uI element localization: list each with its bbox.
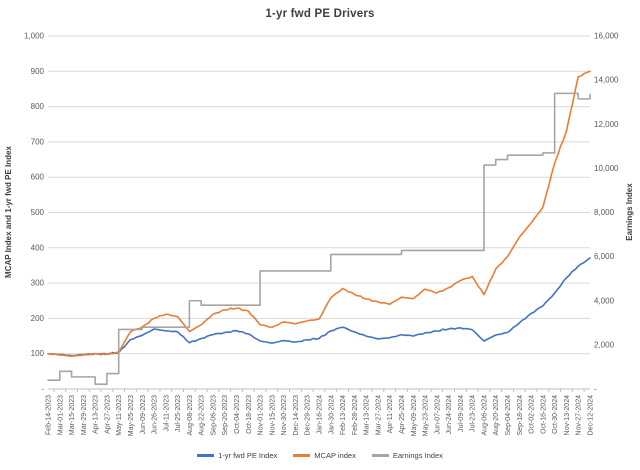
x-axis-tick-label: Jun-26-2023	[152, 395, 159, 434]
x-axis-tick-label: Mar-15-2023	[69, 395, 76, 435]
x-axis-tick-label: Jun-07-2024	[434, 395, 441, 434]
x-axis-tick-label: Oct-18-2023	[246, 395, 253, 434]
x-axis-tick-label: Apr-25-2024	[399, 395, 406, 434]
left-axis-tick-label: 800	[31, 102, 45, 111]
left-axis-tick-label: 200	[31, 314, 45, 323]
right-axis-tick-label: 8,000	[594, 208, 615, 217]
x-axis-tick-label: Oct-04-2023	[234, 395, 241, 434]
chart-title: 1-yr fwd PE Drivers	[265, 8, 375, 20]
left-axis-tick-label: 500	[31, 208, 45, 217]
series-line-1-yr-fwd-pe-index	[47, 257, 591, 357]
legend-label: MCAP index	[314, 451, 356, 460]
x-axis-tick-label: Dec-29-2023	[305, 395, 312, 436]
x-axis-tick-label: Jan-30-2024	[328, 395, 335, 434]
x-axis-tick-label: May-09-2024	[411, 395, 418, 436]
x-axis-tick-label: Jul-23-2024	[470, 395, 477, 432]
x-axis-tick-label: Apr-13-2023	[93, 395, 100, 434]
x-axis-tick-label: Mar-29-2023	[81, 395, 88, 435]
left-axis-tick-label: 400	[31, 243, 45, 252]
x-axis-tick-label: Aug-06-2024	[481, 395, 488, 436]
x-axis-tick-label: May-11-2023	[116, 395, 123, 436]
x-axis-tick-label: Oct-02-2024	[529, 395, 536, 434]
x-axis-tick-label: May-25-2023	[128, 395, 135, 436]
legend-swatch	[293, 454, 311, 457]
x-axis-tick-label: Feb-14-2023	[46, 395, 53, 435]
x-axis-tick-label: Nov-01-2023	[258, 395, 265, 436]
right-axis-tick-label: 6,000	[594, 252, 615, 261]
x-axis-tick-label: Sep-20-2023	[222, 395, 229, 436]
legend-swatch	[371, 454, 389, 457]
x-axis-tick-label: Aug-22-2023	[199, 395, 206, 436]
left-axis-tick-label: 100	[31, 349, 45, 358]
legend-item-1-yr-fwd-pe-index: 1-yr fwd PE Index	[197, 451, 277, 460]
x-axis-tick-label: Apr-11-2024	[387, 395, 394, 434]
legend-item-mcap-index: MCAP index	[293, 451, 356, 460]
series-line-mcap-index	[47, 70, 591, 357]
x-axis-tick-label: Feb-13-2024	[340, 395, 347, 435]
x-axis-tick-label: Oct-16-2024	[540, 395, 547, 434]
right-axis-tick-label: -	[594, 385, 597, 394]
x-axis-tick-label: Nov-15-2023	[269, 395, 276, 436]
x-axis-tick-label: Jun-24-2024	[446, 395, 453, 434]
right-axis-tick-label: 10,000	[594, 164, 619, 173]
x-axis-tick-label: Jul-25-2023	[175, 395, 182, 432]
x-axis-tick-label: Sep-18-2024	[517, 395, 524, 436]
x-axis-tick-label: May-23-2024	[423, 395, 430, 436]
x-axis-tick-label: Nov-13-2024	[564, 395, 571, 436]
left-axis-tick-label: 300	[31, 279, 45, 288]
right-axis-tick-label: 2,000	[594, 340, 615, 349]
x-axis-tick-label: Nov-30-2023	[281, 395, 288, 436]
x-axis-tick-label: Jul-11-2023	[163, 395, 170, 432]
left-axis-tick-label: 900	[31, 67, 45, 76]
left-axis-tick-label: 1,000	[24, 32, 45, 41]
x-axis-tick-label: Aug-08-2023	[187, 395, 194, 436]
x-axis-tick-label: Mar-13-2024	[364, 395, 371, 435]
x-axis-tick-label: Mar-27-2024	[375, 395, 382, 435]
legend-label: 1-yr fwd PE Index	[218, 451, 278, 460]
x-axis-tick-label: Mar-01-2023	[57, 395, 64, 435]
x-axis-tick-label: Sep-04-2024	[505, 395, 512, 436]
left-axis-tick-label: 600	[31, 173, 45, 182]
x-axis-tick-label: Jun-09-2023	[140, 395, 147, 434]
legend-item-earnings-index: Earnings Index	[371, 451, 443, 460]
x-axis-tick-label: Jan-16-2024	[317, 395, 324, 434]
x-axis-tick-label: Apr-27-2023	[104, 395, 111, 434]
x-axis-tick-label: Feb-28-2024	[352, 395, 359, 435]
legend-swatch	[197, 454, 215, 457]
x-axis-tick-label: Dec-14-2023	[293, 395, 300, 436]
series-line-earnings-index	[47, 92, 591, 385]
right-axis-tick-label: 4,000	[594, 296, 615, 305]
right-axis-tick-label: 12,000	[594, 120, 619, 129]
x-axis-tick-label: Dec-12-2024	[588, 395, 595, 436]
left-axis-tick-label: -	[41, 385, 44, 394]
x-axis-tick-label: Nov-27-2024	[576, 395, 583, 436]
left-axis-tick-label: 700	[31, 137, 45, 146]
x-axis-tick-label: Sep-06-2023	[210, 395, 217, 436]
right-axis-tick-label: 14,000	[594, 76, 619, 85]
x-axis-tick-label: Jul-09-2024	[458, 395, 465, 432]
chart-legend: 1-yr fwd PE Index MCAP index Earnings Inde…	[0, 451, 640, 460]
right-axis-tick-label: 16,000	[594, 32, 619, 41]
x-axis-tick-label: Aug-20-2024	[493, 395, 500, 436]
legend-label: Earnings Index	[392, 451, 443, 460]
x-axis-tick-label: Oct-30-2024	[552, 395, 559, 434]
